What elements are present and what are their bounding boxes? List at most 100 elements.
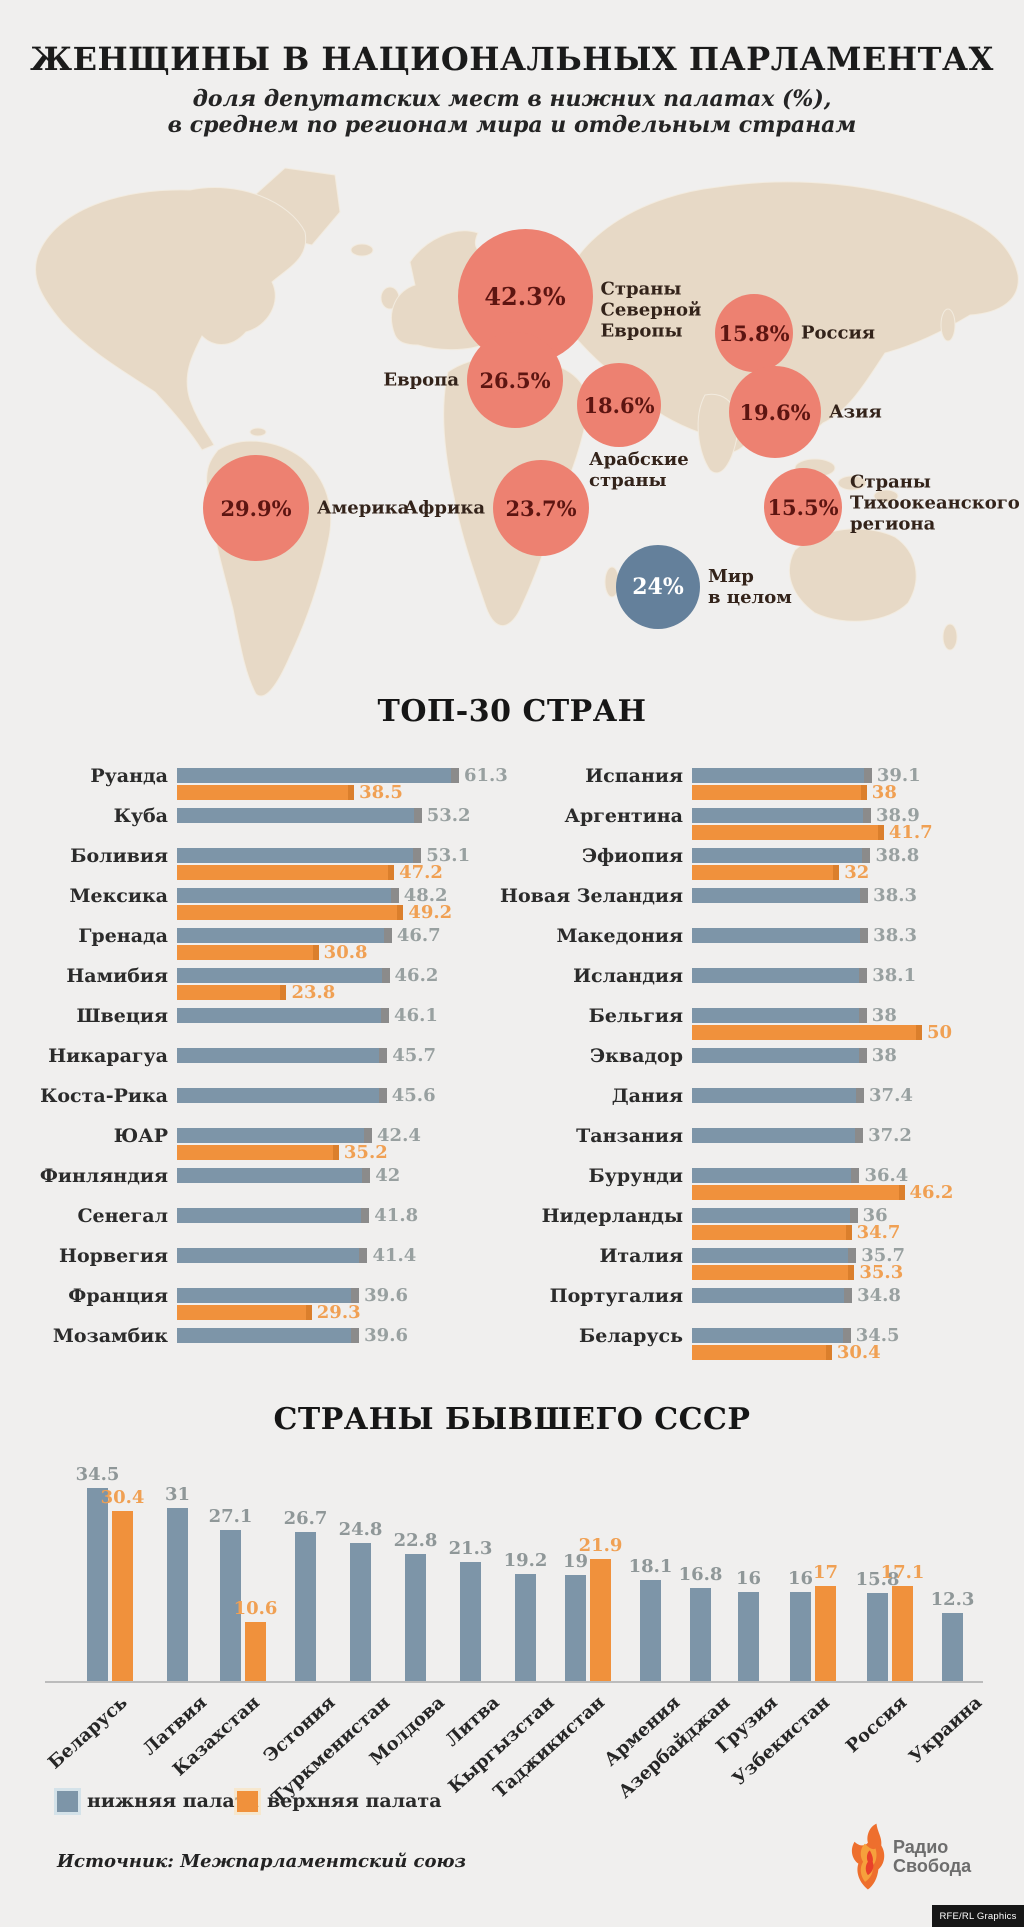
upper-house-bar <box>177 785 355 800</box>
country-label: Танзания <box>576 1125 683 1147</box>
upper-house-bar <box>692 785 867 800</box>
country-label: Нидерланды <box>541 1205 683 1227</box>
country-label: Руанда <box>90 765 168 787</box>
lower-house-column: 16 <box>736 1568 761 1682</box>
ussr-country-label: Украина <box>905 1692 987 1768</box>
ussr-country-group: 27.1 10.6 Казахстан <box>169 1442 277 1781</box>
page-title: ЖЕНЩИНЫ В НАЦИОНАЛЬНЫХ ПАРЛАМЕНТАХ <box>30 40 994 78</box>
ussr-country-group: 26.7 Эстония <box>259 1442 339 1767</box>
country-label: Норвегия <box>59 1245 168 1267</box>
ussr-country-group: 18.1 Армения <box>600 1442 684 1770</box>
country-label: Никарагуа <box>48 1045 168 1067</box>
lower-house-column: 19.2 <box>504 1550 547 1682</box>
subtitle-line1: доля депутатских мест в нижних палатах (… <box>192 86 832 112</box>
lower-house-column: 22.8 <box>394 1530 437 1682</box>
continent-australia <box>789 528 917 622</box>
top30-row: Танзания 37.2 <box>300 1125 1024 1168</box>
firebird-logo-icon <box>851 1823 885 1890</box>
country-label: Дания <box>611 1085 683 1107</box>
country-label: Гренада <box>78 925 168 947</box>
bar-value: 34.5 <box>855 1325 900 1346</box>
bar-value: 38 <box>871 782 897 803</box>
lower-house-bar <box>177 1208 370 1223</box>
ussr-chart: 34.5 30.4 Беларусь 31 Латвия 27.1 10.6 Казахста… <box>0 1442 1024 1809</box>
top30-row: ЮАР 42.4 35.2 <box>8 1125 512 1168</box>
upper-house-column: 17 <box>813 1562 838 1682</box>
top30-row: Португалия 34.8 <box>300 1285 1024 1328</box>
lower-house-bar <box>177 888 399 903</box>
lower-house-column: 34.5 <box>76 1464 119 1682</box>
upper-house-bar <box>692 1225 852 1240</box>
continent-africa <box>443 356 589 627</box>
lower-house-bar <box>177 1008 390 1023</box>
page-subtitle: доля депутатских мест в нижних палатах (… <box>0 86 1024 138</box>
column-value: 10.6 <box>233 1598 278 1620</box>
top30-row: Сенегал 41.8 <box>8 1205 512 1248</box>
ussr-country-group: 34.5 30.4 Беларусь <box>44 1442 145 1773</box>
legend-lower-swatch <box>57 1790 78 1812</box>
upper-house-column: 30.4 <box>101 1487 144 1682</box>
country-label: Швеция <box>76 1005 168 1027</box>
lower-house-column: 19 <box>563 1551 588 1682</box>
column-value: 17.1 <box>880 1561 925 1583</box>
top30-row: Бурунди 36.4 46.2 <box>300 1165 1024 1208</box>
island-new-zealand <box>942 623 958 651</box>
column-value: 26.7 <box>283 1507 328 1529</box>
island-new-guinea <box>873 489 899 503</box>
ussr-heading: СТРАНЫ БЫВШЕГО СССР <box>273 1402 751 1437</box>
island-sulawesi <box>837 475 867 491</box>
bar-value: 48.2 <box>403 885 448 906</box>
bar-value: 41.7 <box>888 822 933 843</box>
country-label: Испания <box>585 765 683 787</box>
lower-house-bar <box>177 1328 360 1343</box>
country-label: ЮАР <box>113 1125 168 1147</box>
top30-row: Нидерланды 36 34.7 <box>300 1205 1024 1248</box>
bar-value: 37.4 <box>869 1085 913 1106</box>
column-value: 16 <box>735 1568 762 1590</box>
column-value: 16.8 <box>678 1563 723 1585</box>
column-value: 19 <box>562 1551 589 1573</box>
upper-house-bar <box>692 1265 855 1280</box>
lower-house-bar <box>692 888 869 903</box>
upper-house-column: 21.9 <box>579 1535 622 1682</box>
upper-house-bar <box>177 1305 312 1320</box>
lower-house-bar <box>177 1128 373 1143</box>
bar-value: 45.6 <box>391 1085 436 1106</box>
bar-value: 38.9 <box>875 805 920 826</box>
island-caribbean <box>249 427 267 437</box>
bar-value: 47.2 <box>399 862 443 883</box>
lower-house-bar <box>692 768 872 783</box>
lower-house-bar <box>177 1048 388 1063</box>
continent-south-america <box>206 440 332 697</box>
top30-row: Бельгия 38 50 <box>300 1005 1024 1048</box>
column-value: 22.8 <box>393 1529 438 1551</box>
top30-column-left: Руанда 61.3 38.5 Куба 53.2 Боливия 53.1 47.2 Мек… <box>8 765 512 1368</box>
column-value: 21.9 <box>578 1534 623 1556</box>
upper-house-bar <box>177 905 404 920</box>
country-label: Македония <box>556 925 683 947</box>
ussr-country-group: 15.8 17.1 Россия <box>842 1442 924 1757</box>
country-label: Эквадор <box>590 1045 683 1067</box>
column-value: 18.1 <box>628 1556 673 1578</box>
radio-svoboda-logo: Радио Свобода <box>845 1822 983 1892</box>
column-value: 17 <box>812 1562 839 1584</box>
top30-row: Мексика 48.2 49.2 <box>8 885 512 928</box>
top30-row: Франция 39.6 29.3 <box>8 1285 512 1328</box>
column-value: 34.5 <box>75 1464 120 1486</box>
bar-value: 61.3 <box>463 765 508 786</box>
upper-house-column: 10.6 <box>234 1598 277 1682</box>
top30-row: Исландия 38.1 <box>300 965 1024 1008</box>
column-value: 12.3 <box>930 1588 975 1610</box>
upper-house-bar <box>692 825 884 840</box>
top30-row: Намибия 46.2 23.8 <box>8 965 512 1008</box>
lower-house-bar <box>692 1328 851 1343</box>
bar-value: 38 <box>871 1005 897 1026</box>
top30-heading: ТОП-30 СТРАН <box>377 694 647 729</box>
lower-house-column: 21.3 <box>449 1538 492 1682</box>
ussr-country-label: Беларусь <box>43 1692 132 1774</box>
bar-value: 37.2 <box>868 1125 912 1146</box>
ussr-country-group: 16 Грузия <box>713 1442 783 1757</box>
ussr-country-group: 22.8 Молдова <box>366 1442 449 1770</box>
lower-house-bar <box>692 1088 865 1103</box>
rferl-graphics-credit: RFE/RL Graphics <box>932 1905 1024 1927</box>
